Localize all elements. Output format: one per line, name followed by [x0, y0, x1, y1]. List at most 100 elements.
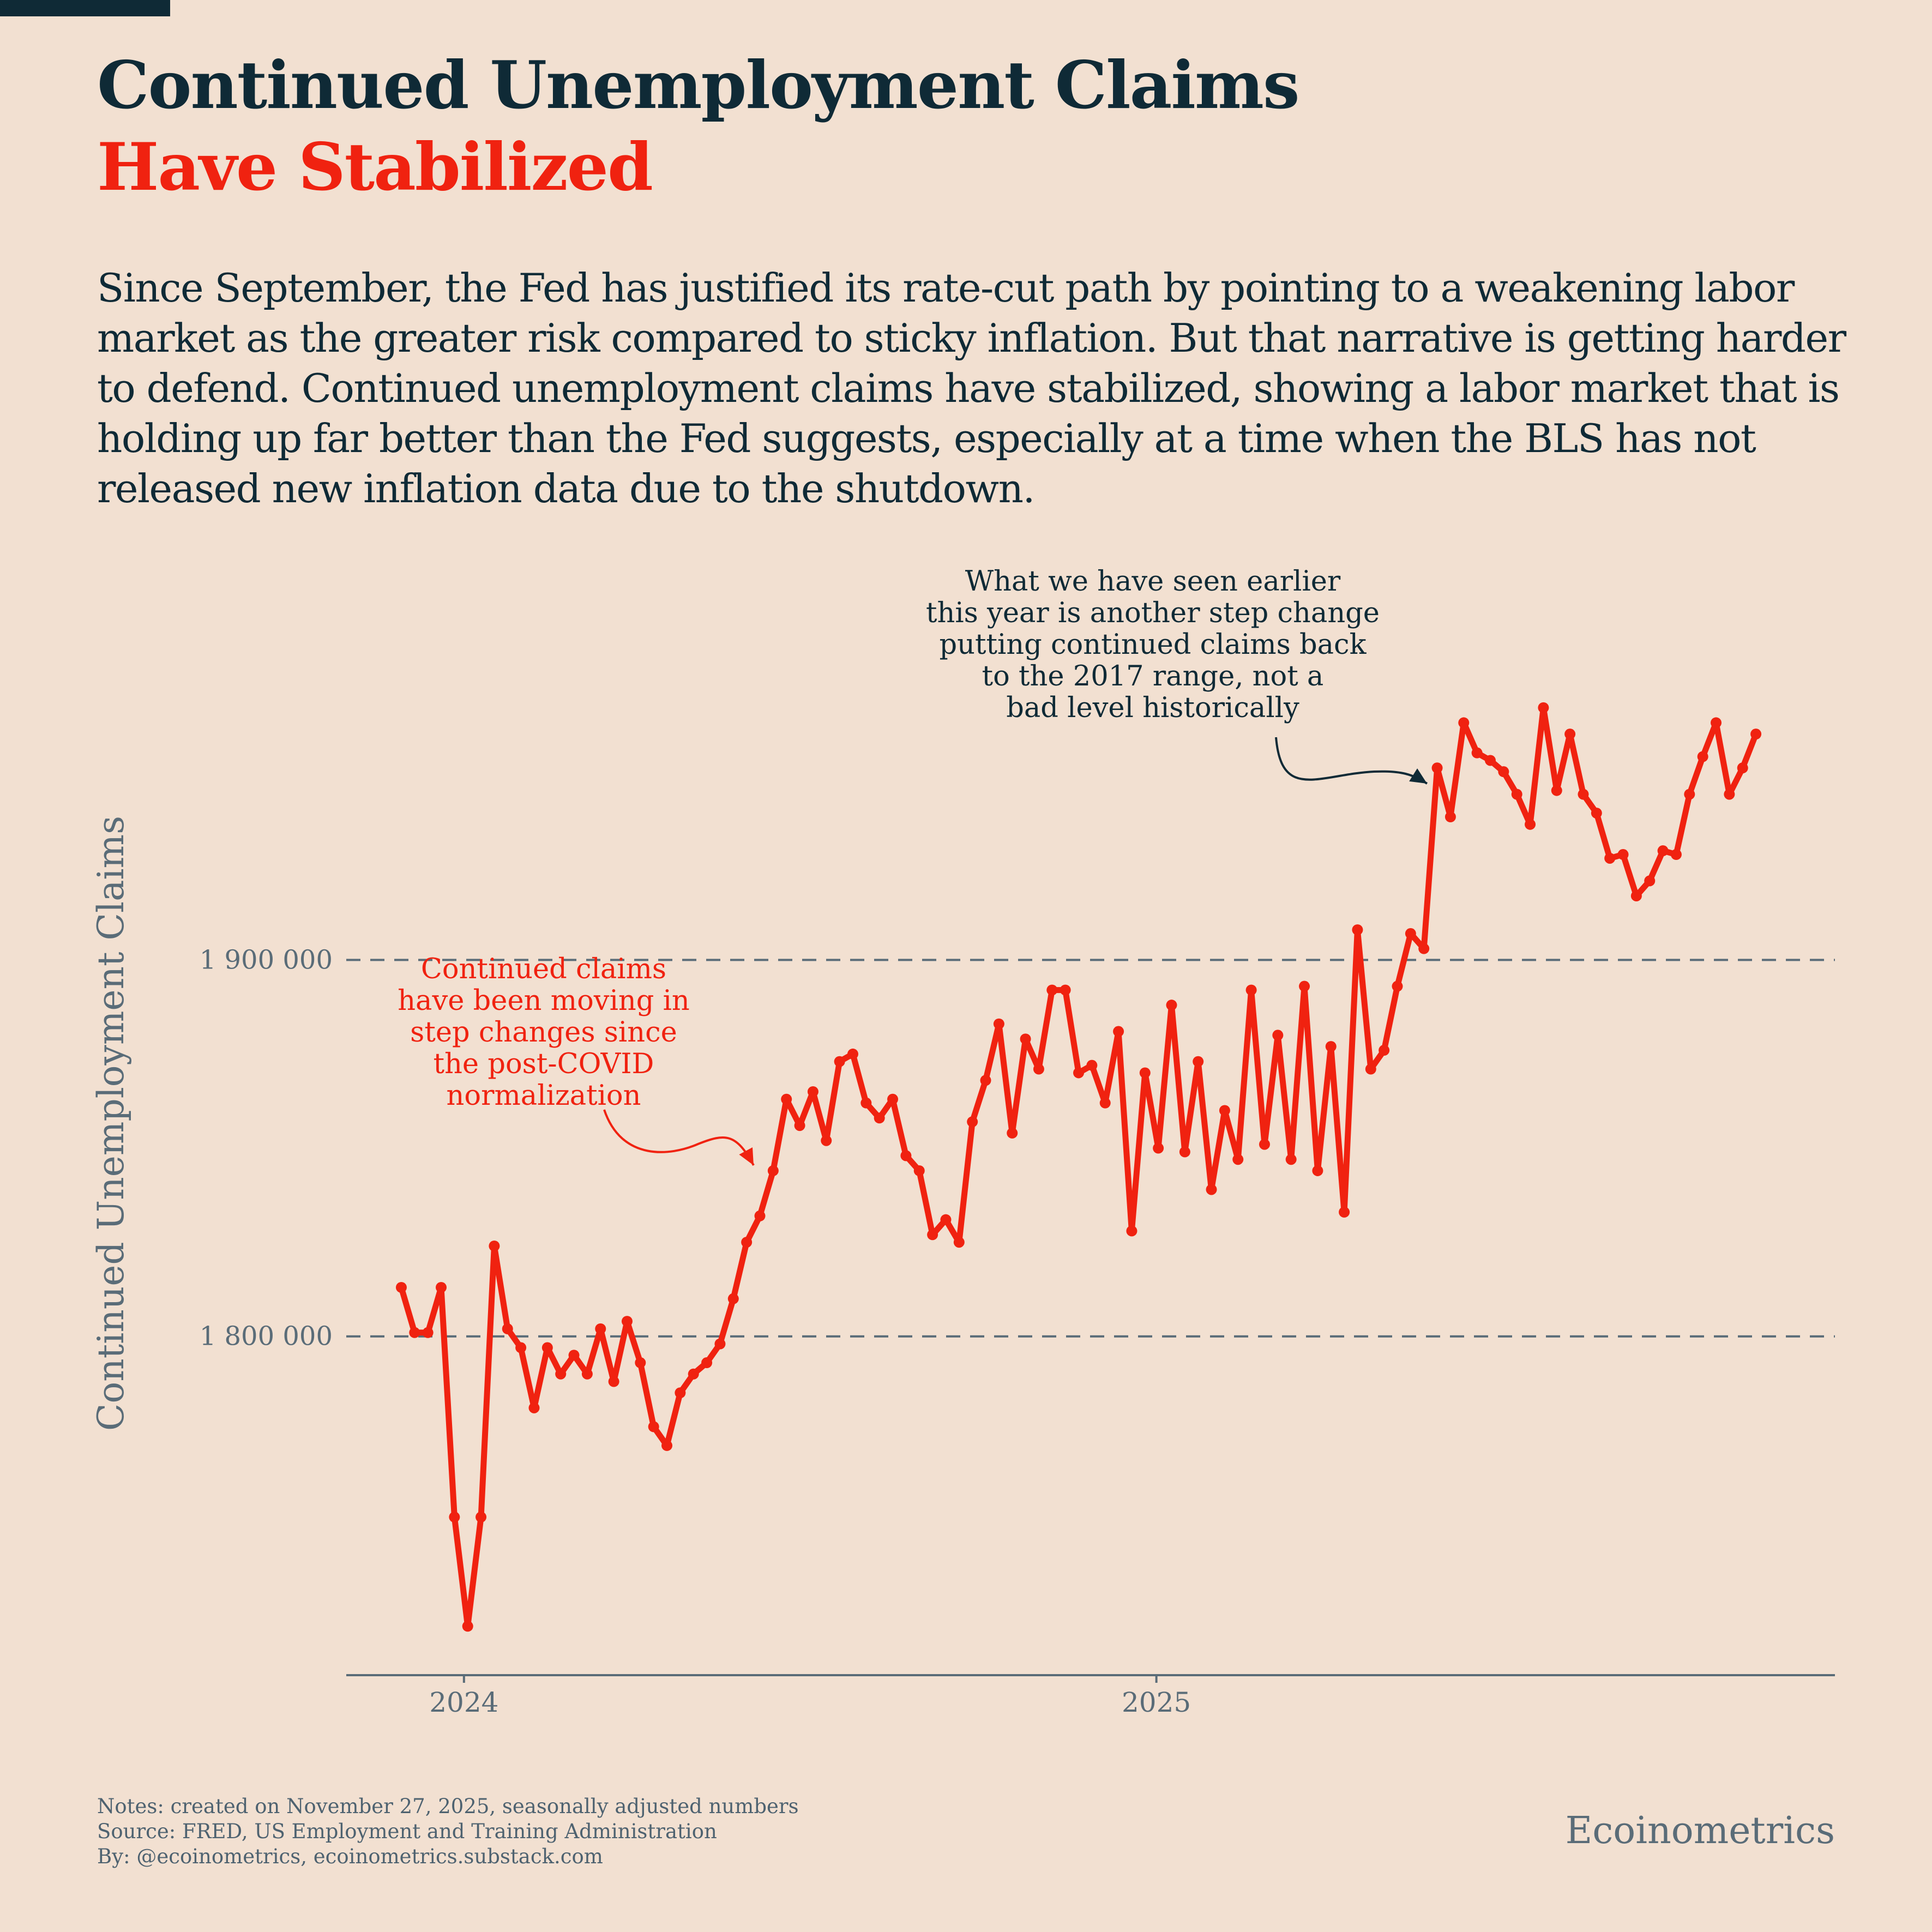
- data-point: [767, 1165, 779, 1176]
- data-point: [1139, 1067, 1151, 1079]
- data-point: [1564, 729, 1576, 740]
- data-point: [1445, 811, 1456, 823]
- data-point: [528, 1402, 540, 1413]
- data-point: [489, 1241, 500, 1252]
- source-line: Source: FRED, US Employment and Training…: [97, 1820, 717, 1843]
- data-point: [1657, 845, 1669, 857]
- data-point: [1405, 928, 1416, 940]
- data-point: [967, 1116, 978, 1128]
- data-point: [1750, 729, 1762, 740]
- data-point: [1219, 1105, 1230, 1116]
- data-point: [887, 1093, 899, 1105]
- x-tick-label: 2025: [1122, 1687, 1191, 1718]
- y-axis-title: Continued Unemployment Claims: [90, 816, 132, 1431]
- chart-title: Continued Unemployment Claims: [97, 47, 1300, 124]
- data-point: [436, 1281, 447, 1293]
- data-point: [1232, 1154, 1244, 1165]
- data-point: [1126, 1225, 1137, 1237]
- data-point: [409, 1327, 420, 1338]
- annotation-line: bad level historically: [1006, 692, 1299, 724]
- data-point: [1179, 1146, 1190, 1158]
- data-point: [688, 1368, 699, 1380]
- data-point: [621, 1316, 633, 1327]
- data-point: [781, 1093, 792, 1105]
- annotation-line: the post-COVID: [434, 1048, 654, 1080]
- data-point: [1259, 1139, 1270, 1150]
- data-point: [1458, 717, 1470, 729]
- series-line: [398, 705, 1759, 1629]
- annotation-arrow: [603, 1109, 755, 1166]
- y-tick-label: 1 900 000: [200, 944, 333, 975]
- data-point: [1285, 1154, 1297, 1165]
- data-point: [980, 1075, 991, 1086]
- data-point: [701, 1357, 713, 1369]
- data-point: [1312, 1165, 1323, 1176]
- data-point: [927, 1229, 938, 1241]
- data-point: [541, 1342, 553, 1353]
- data-point: [1392, 980, 1403, 992]
- data-point: [1153, 1142, 1164, 1154]
- x-tick-label: 2024: [429, 1687, 498, 1718]
- intro-paragraph: Since September, the Fed has justified i…: [97, 265, 1846, 511]
- data-point: [502, 1323, 513, 1334]
- data-point: [913, 1165, 925, 1176]
- data-point: [476, 1512, 487, 1523]
- data-point: [1684, 789, 1695, 800]
- data-point: [714, 1338, 726, 1350]
- data-point: [860, 1097, 872, 1109]
- data-point: [1644, 875, 1656, 887]
- data-point: [1538, 702, 1549, 713]
- data-point: [568, 1350, 580, 1361]
- data-point: [1245, 984, 1257, 996]
- data-point: [940, 1214, 952, 1225]
- notes-line: Notes: created on November 27, 2025, sea…: [97, 1795, 799, 1818]
- data-point: [1325, 1041, 1337, 1052]
- annotation-line: putting continued claims back: [939, 629, 1367, 661]
- annotation-line: this year is another step change: [926, 597, 1380, 629]
- data-point: [1525, 818, 1536, 830]
- data-point: [754, 1210, 766, 1221]
- data-point: [1193, 1056, 1204, 1067]
- data-point: [1033, 1063, 1044, 1075]
- annotation-line: have been moving in: [398, 985, 690, 1017]
- data-point: [422, 1327, 434, 1338]
- data-point: [1020, 1033, 1031, 1045]
- data-point: [1697, 751, 1708, 762]
- data-point: [1206, 1184, 1217, 1195]
- data-point: [1339, 1206, 1350, 1218]
- data-point: [794, 1120, 805, 1131]
- data-point: [1617, 849, 1629, 860]
- arrowhead: [1409, 768, 1427, 784]
- byline: By: @ecoinometrics, ecoinometrics.substa…: [97, 1845, 603, 1868]
- data-point: [1484, 755, 1496, 766]
- data-point: [648, 1421, 659, 1433]
- data-point: [555, 1368, 567, 1380]
- data-point: [847, 1048, 858, 1060]
- data-point: [1670, 849, 1682, 860]
- arrowhead: [739, 1147, 754, 1165]
- data-point: [1511, 789, 1522, 800]
- data-point: [993, 1018, 1004, 1030]
- data-point: [1471, 747, 1483, 759]
- data-point: [635, 1357, 646, 1369]
- data-point: [462, 1621, 473, 1632]
- data-point: [1711, 717, 1722, 729]
- data-point: [1046, 984, 1058, 996]
- annotation-line: step changes since: [410, 1016, 677, 1049]
- data-point: [741, 1237, 753, 1248]
- data-point: [595, 1323, 606, 1334]
- gridlines: [346, 959, 1835, 1338]
- data-point: [953, 1237, 965, 1248]
- data-point: [1352, 924, 1363, 936]
- data-point: [1630, 890, 1642, 901]
- data-point: [515, 1342, 527, 1353]
- data-point: [1418, 943, 1430, 954]
- data-point: [821, 1135, 832, 1146]
- annotation-arrow: [1275, 737, 1428, 785]
- data-point: [1737, 762, 1748, 774]
- data-point: [900, 1150, 912, 1161]
- data-point: [834, 1056, 845, 1067]
- data-point: [1551, 785, 1562, 796]
- data-point: [1060, 984, 1071, 996]
